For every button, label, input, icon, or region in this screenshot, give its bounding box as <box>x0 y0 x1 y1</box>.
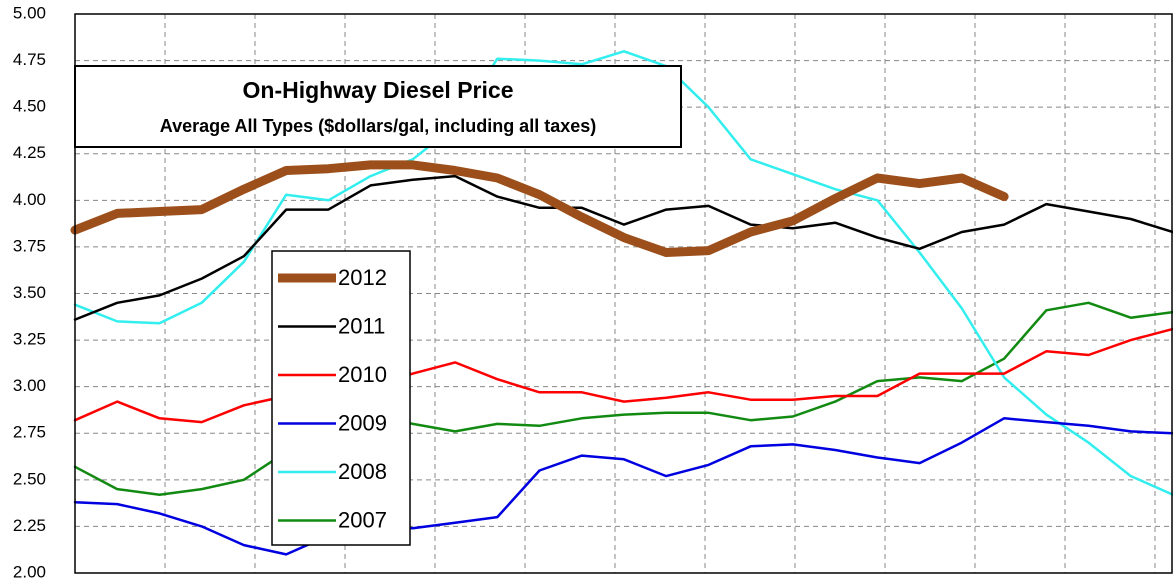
title-box <box>74 65 682 148</box>
legend-label: 2007 <box>338 507 387 532</box>
series-line <box>70 160 1009 257</box>
y-tick-label: 2.75 <box>13 423 46 442</box>
y-tick-label: 4.00 <box>13 190 46 209</box>
y-tick-label: 4.25 <box>13 143 46 162</box>
legend-label: 2010 <box>338 362 387 387</box>
chart-title: On-Highway Diesel Price <box>243 77 514 103</box>
y-tick-label: 2.25 <box>13 516 46 535</box>
legend-label: 2008 <box>338 459 387 484</box>
y-tick-label: 4.50 <box>13 97 46 116</box>
plot-frame <box>74 13 1173 574</box>
y-tick-label: 2.00 <box>13 562 46 581</box>
series-line <box>73 327 1173 424</box>
y-tick-label: 3.50 <box>13 283 46 302</box>
y-tick-label: 3.75 <box>13 236 46 255</box>
y-tick-label: 3.00 <box>13 376 46 395</box>
legend-label: 2011 <box>338 313 385 338</box>
y-tick-label: 2.50 <box>13 469 46 488</box>
y-tick-label: 5.00 <box>13 3 46 22</box>
y-tick-label: 3.25 <box>13 330 46 349</box>
chart-subtitle: Average All Types ($dollars/gal, includi… <box>160 116 596 136</box>
legend: 2012 2011 2010 2009 2008 2007 <box>271 250 411 546</box>
y-tick-label: 4.75 <box>13 50 46 69</box>
series-line <box>73 417 1173 556</box>
series-line <box>73 301 1173 496</box>
legend-label: 2012 <box>338 265 387 290</box>
legend-box <box>271 250 411 546</box>
lines <box>70 50 1173 556</box>
series-line <box>73 174 1173 321</box>
legend-label: 2009 <box>338 410 387 435</box>
